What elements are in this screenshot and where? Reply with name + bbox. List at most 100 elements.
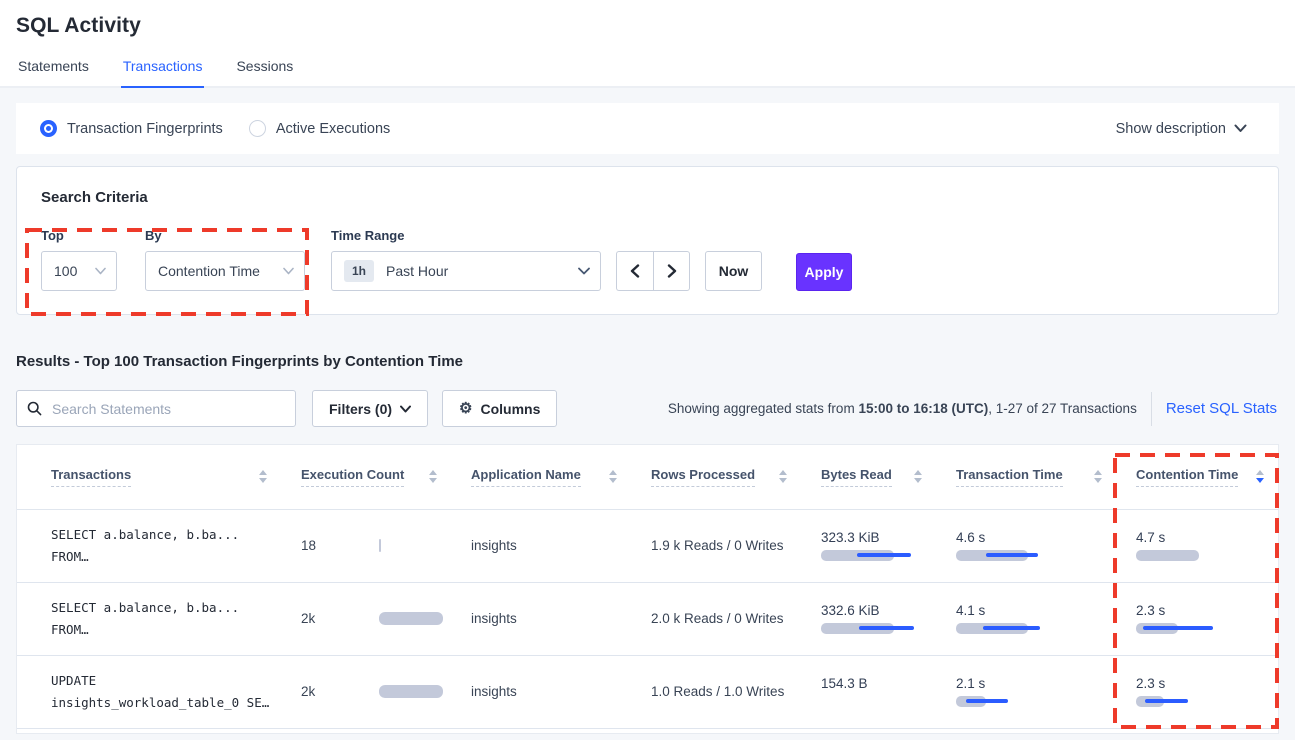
search-statements-box[interactable] bbox=[16, 390, 296, 427]
table-row[interactable]: SELECT a.balance, b.ba... FROM… 18 insig… bbox=[17, 509, 1278, 583]
aggregated-stats-text: Showing aggregated stats from 15:00 to 1… bbox=[668, 401, 1137, 416]
toolbar-divider bbox=[1150, 391, 1152, 426]
table-row[interactable]: SELECT a.balance, b.ba... FROM… 2k insig… bbox=[17, 582, 1278, 656]
page-title: SQL Activity bbox=[16, 14, 141, 37]
sort-icon[interactable] bbox=[609, 470, 617, 484]
execution-count-bar bbox=[379, 685, 443, 698]
sort-icon[interactable] bbox=[1256, 470, 1264, 484]
radio-transaction-fingerprints[interactable]: Transaction Fingerprints bbox=[40, 120, 223, 137]
rows-processed-value: 1.9 k Reads / 0 Writes bbox=[651, 537, 784, 553]
application-name-value: insights bbox=[471, 610, 517, 626]
bytes-read-bar bbox=[821, 622, 961, 635]
tab-statements[interactable]: Statements bbox=[18, 58, 89, 74]
now-button[interactable]: Now bbox=[705, 251, 762, 291]
columns-label: Columns bbox=[480, 400, 541, 417]
execution-count-bar bbox=[379, 612, 443, 625]
columns-button[interactable]: ⚙ Columns bbox=[442, 390, 558, 427]
bytes-read-bar bbox=[821, 549, 961, 562]
top-field: Top 100 bbox=[41, 228, 117, 291]
sort-icon[interactable] bbox=[914, 470, 922, 484]
page-header: SQL Activity Statements Transactions Ses… bbox=[0, 0, 1295, 88]
by-select-value: Contention Time bbox=[158, 263, 260, 279]
radio-active-executions[interactable]: Active Executions bbox=[248, 120, 391, 137]
transaction-statement-line2[interactable]: FROM… bbox=[51, 621, 89, 637]
transaction-statement-line2[interactable]: FROM… bbox=[51, 548, 89, 564]
top-select-value: 100 bbox=[54, 263, 78, 279]
transaction-time-value: 4.6 s bbox=[956, 529, 986, 545]
tab-transactions[interactable]: Transactions bbox=[120, 58, 205, 88]
by-label: By bbox=[145, 228, 162, 243]
column-header-bytes-read[interactable]: Bytes Read bbox=[801, 445, 936, 510]
column-header-transactions[interactable]: Transactions bbox=[17, 445, 281, 510]
chevron-left-icon bbox=[630, 264, 640, 278]
sort-icon[interactable] bbox=[1094, 470, 1102, 484]
search-criteria-controls: Top 100 By Contention Time Time Range 1h… bbox=[41, 228, 1254, 291]
column-header-application-name[interactable]: Application Name bbox=[451, 445, 631, 510]
sort-icon[interactable] bbox=[259, 470, 267, 484]
application-name-value: insights bbox=[471, 683, 517, 699]
top-select[interactable]: 100 bbox=[41, 251, 117, 291]
sort-icon[interactable] bbox=[779, 470, 787, 484]
filters-button[interactable]: Filters (0) bbox=[312, 390, 429, 427]
application-name-value: insights bbox=[471, 537, 517, 553]
tab-bar: Statements Transactions Sessions bbox=[16, 58, 1279, 88]
show-description-label: Show description bbox=[1115, 120, 1226, 137]
transaction-time-bar bbox=[956, 695, 1096, 708]
chevron-down-icon bbox=[400, 405, 412, 412]
contention-time-bar bbox=[1136, 695, 1276, 708]
transaction-statement-link[interactable]: SELECT a.balance, b.ba... bbox=[51, 526, 240, 542]
rows-processed-value: 2.0 k Reads / 0 Writes bbox=[651, 610, 784, 626]
transaction-statement-line2[interactable]: insights_workload_table_0 SE… bbox=[51, 694, 270, 710]
filters-label: Filters (0) bbox=[329, 400, 393, 417]
radio-selected-icon bbox=[40, 120, 57, 137]
transactions-table-card: Transactions Execution Count Application… bbox=[16, 444, 1279, 734]
stats-time-range: 15:00 to 16:18 (UTC) bbox=[858, 401, 989, 416]
time-range-label: Time Range bbox=[331, 228, 405, 243]
execution-count-value: 18 bbox=[301, 538, 317, 553]
transaction-time-bar bbox=[956, 549, 1096, 562]
radio-label-active-executions: Active Executions bbox=[275, 120, 391, 137]
apply-button[interactable]: Apply bbox=[796, 253, 852, 291]
column-header-execution-count[interactable]: Execution Count bbox=[281, 445, 451, 510]
time-range-select[interactable]: 1h Past Hour bbox=[331, 251, 601, 291]
column-header-rows-processed[interactable]: Rows Processed bbox=[631, 445, 801, 510]
time-range-badge: 1h bbox=[344, 260, 375, 282]
search-criteria-panel: Search Criteria Top 100 By Contention Ti… bbox=[16, 166, 1279, 315]
transaction-statement-link[interactable]: SELECT a.balance, b.ba... bbox=[51, 599, 240, 615]
contention-time-bar bbox=[1136, 549, 1276, 562]
search-icon bbox=[27, 401, 42, 416]
time-range-nav bbox=[616, 251, 690, 291]
column-header-contention-time[interactable]: Contention Time bbox=[1116, 445, 1278, 510]
rows-processed-value: 1.0 Reads / 1.0 Writes bbox=[651, 683, 785, 699]
table-header-row: Transactions Execution Count Application… bbox=[17, 445, 1278, 510]
transaction-time-value: 4.1 s bbox=[956, 602, 986, 618]
radio-unselected-icon bbox=[248, 120, 266, 137]
execution-count-value: 2k bbox=[301, 684, 316, 699]
by-select[interactable]: Contention Time bbox=[145, 251, 305, 291]
chevron-down-icon bbox=[283, 267, 294, 275]
page-body: Transaction Fingerprints Active Executio… bbox=[0, 88, 1295, 734]
contention-time-value: 2.3 s bbox=[1136, 602, 1166, 618]
column-header-transaction-time[interactable]: Transaction Time bbox=[936, 445, 1116, 510]
view-mode-bar: Transaction Fingerprints Active Executio… bbox=[16, 103, 1279, 154]
contention-time-value: 4.7 s bbox=[1136, 529, 1166, 545]
contention-time-bar bbox=[1136, 622, 1276, 635]
time-next-button[interactable] bbox=[653, 251, 690, 291]
transactions-table: Transactions Execution Count Application… bbox=[17, 445, 1278, 729]
table-row[interactable]: UPDATE insights_workload_table_0 SE… 2k … bbox=[17, 655, 1278, 729]
top-label: Top bbox=[41, 228, 64, 243]
search-statements-input[interactable] bbox=[50, 399, 285, 418]
time-prev-button[interactable] bbox=[616, 251, 653, 291]
transaction-statement-link[interactable]: UPDATE bbox=[51, 672, 97, 688]
sort-icon[interactable] bbox=[429, 470, 437, 484]
transaction-time-value: 2.1 s bbox=[956, 675, 986, 691]
results-toolbar: Filters (0) ⚙ Columns Showing aggregated… bbox=[16, 390, 1279, 427]
chevron-down-icon bbox=[95, 267, 106, 275]
bytes-read-value: 332.6 KiB bbox=[821, 602, 880, 618]
reset-sql-stats-link[interactable]: Reset SQL Stats bbox=[1165, 400, 1277, 417]
tab-sessions[interactable]: Sessions bbox=[236, 58, 294, 74]
chevron-down-icon bbox=[1234, 124, 1247, 132]
stats-prefix: Showing aggregated stats from bbox=[667, 401, 859, 416]
show-description-toggle[interactable]: Show description bbox=[1116, 121, 1255, 137]
bytes-read-bar bbox=[821, 696, 961, 708]
